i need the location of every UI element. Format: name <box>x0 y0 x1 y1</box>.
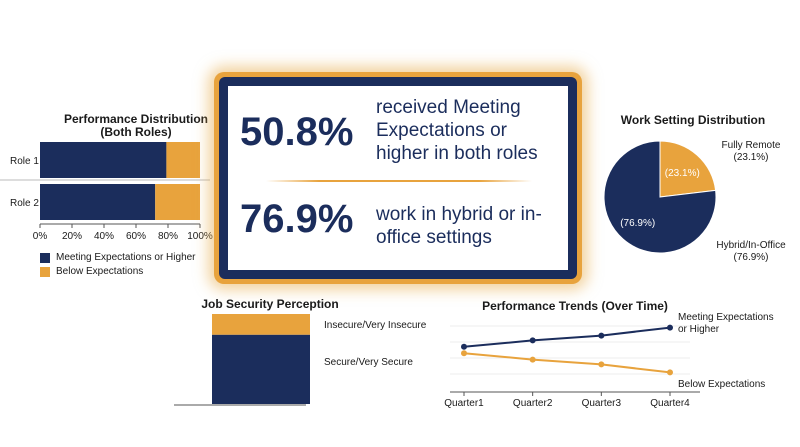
trend-label-meeting: Meeting Expectations or Higher <box>678 312 774 336</box>
performance-trends-chart: Quarter1 Quarter2 Quarter3 Quarter4 <box>444 324 700 409</box>
stat2-value: 76.9% <box>240 197 354 241</box>
job-security-title: Job Security Perception <box>201 297 339 311</box>
trend-point-1 <box>529 337 536 344</box>
stat1-text: received Meeting Expectations or higher … <box>376 96 538 165</box>
trend-label-meeting-line2: or Higher <box>678 324 720 335</box>
trend-point-2 <box>461 350 467 357</box>
trend-point-1 <box>598 332 605 339</box>
job-security-label-insecure: Insecure/Very Insecure <box>324 320 427 331</box>
stat1-text-line2: Expectations or <box>376 120 507 141</box>
legend-item-below: Below Expectations <box>40 266 143 277</box>
pie-slice-fully-remote <box>659 140 717 198</box>
performance-title-line2: (Both Roles) <box>100 125 172 139</box>
trend-label-meeting-line1: Meeting Expectations <box>678 312 774 323</box>
stat1-value: 50.8% <box>240 110 354 154</box>
x-tick-label: 100% <box>187 231 213 242</box>
legend-label-below: Below Expectations <box>56 266 144 277</box>
legend-swatch-navy <box>40 252 50 263</box>
pie-slice-label: (76.9%) <box>620 218 655 229</box>
x-tick-label: 20% <box>62 231 82 242</box>
bar-role-1-series-2 <box>166 142 200 178</box>
x-tick-label: 60% <box>126 231 146 242</box>
pie-outer-label-remote: Fully Remote (23.1%) <box>716 140 786 164</box>
trend-line-1 <box>463 326 671 348</box>
pie-outer-remote-value: (23.1%) <box>733 152 769 163</box>
category-label: Role 2 <box>10 198 39 209</box>
job-security-label-secure: Secure/Very Secure <box>324 357 413 368</box>
callout-panel <box>228 86 568 270</box>
pie-slice-hybrid-in-office <box>603 140 717 254</box>
legend-label-meeting: Meeting Expectations or Higher <box>56 252 196 263</box>
job-security-segment-secure-very-secure <box>212 334 310 404</box>
work-setting-pie: (23.1%) (76.9%) <box>603 140 717 254</box>
bar-role-1-series-1 <box>40 142 167 178</box>
work-setting-title: Work Setting Distribution <box>620 113 766 127</box>
trend-label-below: Below Expectations <box>678 379 766 390</box>
trend-point-2 <box>598 361 605 368</box>
bar-role-2-series-1 <box>40 184 156 220</box>
bar-role-2-series-2 <box>155 184 200 220</box>
job-security-segment-insecure-very-insecure <box>212 314 310 335</box>
category-label: Role 1 <box>10 156 39 167</box>
pie-outer-hybrid-name: Hybrid/In-Office <box>716 240 786 251</box>
stat2-text: work in hybrid or in- office settings <box>376 203 542 249</box>
stat1-text-line3: higher in both roles <box>376 143 538 164</box>
x-tick-label: 80% <box>158 231 178 242</box>
stat2-text-line1: work in hybrid or in- <box>376 204 542 225</box>
x-tick-label: 40% <box>94 231 114 242</box>
pie-outer-hybrid-value: (76.9%) <box>733 252 769 263</box>
stat1-text-line1: received Meeting <box>376 97 521 118</box>
x-tick-label: Quarter4 <box>650 398 690 409</box>
trend-point-2 <box>529 356 536 363</box>
legend-swatch-orange <box>40 266 50 277</box>
pie-outer-remote-name: Fully Remote <box>721 140 781 151</box>
trend-line-2 <box>463 352 671 374</box>
legend-item-meeting: Meeting Expectations or Higher <box>40 252 196 263</box>
performance-trends-title: Performance Trends (Over Time) <box>482 299 668 313</box>
x-tick-label: 0% <box>33 231 48 242</box>
x-tick-label: Quarter3 <box>582 398 622 409</box>
trend-point-1 <box>667 324 673 331</box>
performance-distribution-title: Performance Distribution (Both Roles) <box>36 113 236 139</box>
performance-title-line1: Performance Distribution <box>63 112 209 126</box>
trend-point-1 <box>461 343 467 350</box>
stat2-text-line2: office settings <box>376 227 492 248</box>
callout-divider <box>266 180 532 182</box>
x-tick-label: Quarter2 <box>513 398 553 409</box>
job-security-chart <box>174 314 310 406</box>
performance-distribution-chart: Role 1 Role 2 0% 20% 40% 60% 80% 100% <box>0 142 213 242</box>
x-tick-label: Quarter1 <box>444 398 484 409</box>
pie-outer-label-hybrid: Hybrid/In-Office (76.9%) <box>706 240 796 264</box>
trend-point-2 <box>667 369 673 376</box>
pie-slice-label: (23.1%) <box>665 168 700 179</box>
